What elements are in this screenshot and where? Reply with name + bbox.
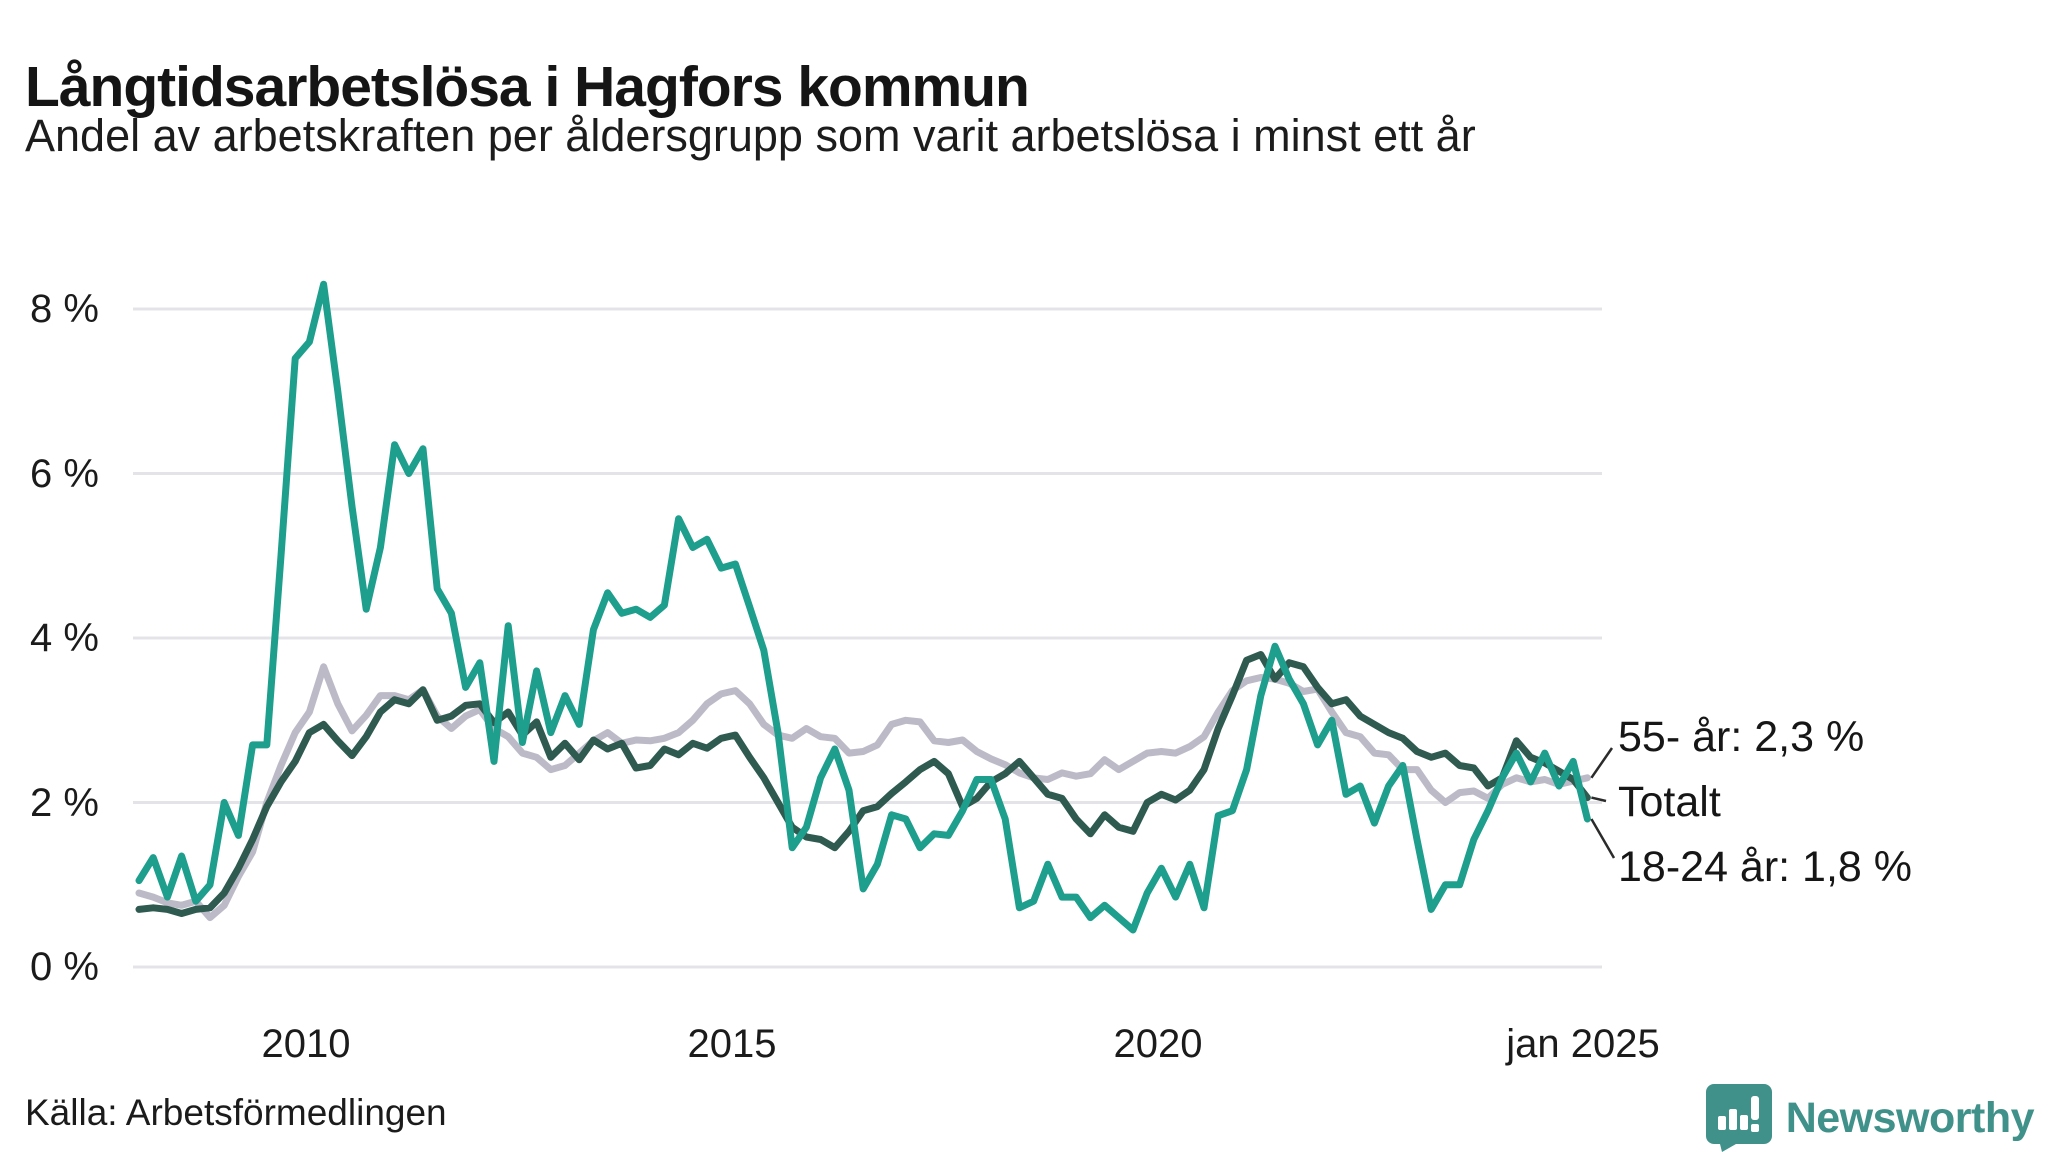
y-axis-tick-8: 8 % (30, 287, 99, 331)
end-label-totalt: Totalt (1618, 778, 1721, 826)
brand-name: Newsworthy (1785, 1093, 2035, 1142)
x-axis-tick-2020: 2020 (1113, 1022, 1203, 1066)
end-label-18-24: 18-24 år: 1,8 % (1618, 843, 1913, 891)
series-line-totalt (135, 651, 1591, 917)
label-connector (1590, 747, 1614, 779)
x-axis-tick-2010: 2010 (261, 1022, 351, 1066)
label-connector (1590, 818, 1616, 859)
series-line-55-år (135, 663, 1591, 922)
page-subtitle: Andel av arbetskraften per åldersgrupp s… (25, 110, 1476, 161)
series-line-18-24-år (135, 280, 1591, 934)
bar-chart-speech-bubble-icon (1705, 1084, 1772, 1152)
end-label-55: 55- år: 2,3 % (1618, 713, 1865, 761)
label-connector (1591, 796, 1607, 803)
source-note: Källa: Arbetsförmedlingen (25, 1092, 447, 1133)
y-axis-tick-6: 6 % (30, 452, 99, 496)
y-axis-tick-4: 4 % (30, 616, 99, 660)
y-axis-tick-2: 2 % (30, 781, 99, 825)
page-title: Långtidsarbetslösa i Hagfors kommun (25, 55, 1030, 120)
x-axis-tick-jan-2025: jan 2025 (1506, 1022, 1660, 1066)
x-axis-tick-2015: 2015 (687, 1022, 777, 1066)
y-axis-tick-0: 0 % (30, 945, 99, 989)
brand-logo: Newsworthy (1705, 1084, 2035, 1152)
